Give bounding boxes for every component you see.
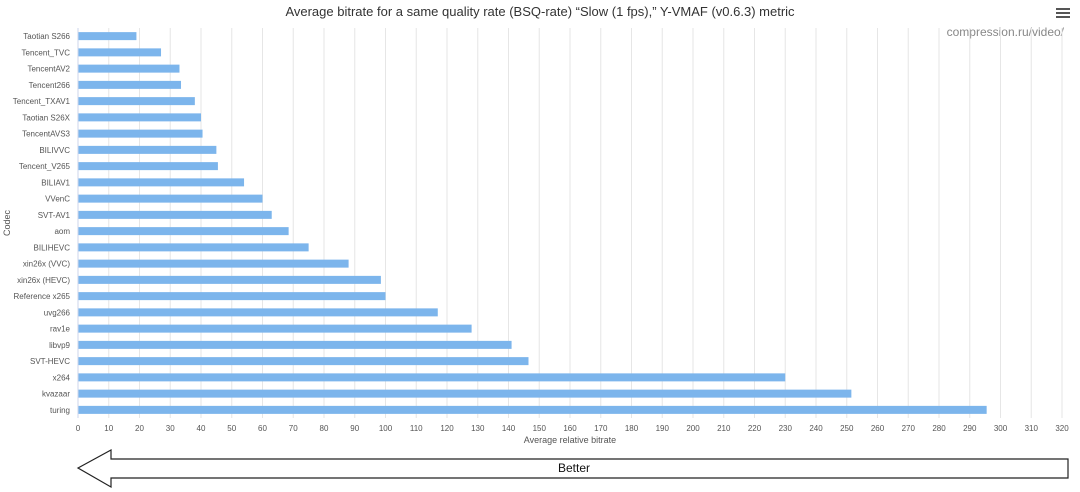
x-tick-label: 40 [197,424,206,433]
x-tick-label: 190 [656,424,670,433]
bar-chart: 0 10 20 30 40 50 60 70 80 90 100 110 120 130 140 150 160… [2,28,1069,445]
y-tick-label: uvg266 [44,308,71,317]
y-tick-label: libvp9 [49,341,70,350]
x-tick-label: 170 [594,424,608,433]
bar [78,32,137,41]
x-tick-label: 280 [932,424,946,433]
y-tick-label: BILIVVC [39,146,70,155]
x-tick-label: 210 [717,424,731,433]
bar [78,357,529,366]
y-tick-label: rav1e [50,325,71,334]
x-tick-label: 220 [748,424,762,433]
bar [78,97,195,106]
bar [78,340,512,349]
x-tick-label: 120 [440,424,454,433]
x-tick-label: 250 [840,424,854,433]
x-tick-label: 80 [320,424,329,433]
bar [78,64,180,73]
y-tick-label: Tencent266 [29,81,71,90]
y-tick-label: kvazaar [42,390,70,399]
bar [78,308,438,317]
x-tick-label: 310 [1025,424,1039,433]
x-tick-label: 160 [563,424,577,433]
x-tick-label: 150 [533,424,547,433]
x-tick-label: 180 [625,424,639,433]
x-tick-label: 30 [166,424,175,433]
watermark-text: compression.ru/video/ [946,25,1064,39]
x-tick-label: 240 [809,424,823,433]
y-tick-label: aom [54,227,70,236]
bar [78,373,786,382]
x-tick-label: 50 [227,424,236,433]
y-tick-label: BILIHEVC [34,243,71,252]
y-tick-label: x264 [53,373,71,382]
x-tick-label: 70 [289,424,298,433]
x-tick-label: 20 [135,424,144,433]
bar [78,227,289,236]
y-axis-title: Codec [2,209,12,236]
bar [78,210,272,219]
x-axis-title: Average relative bitrate [524,435,616,445]
y-tick-label: xin26x (VVC) [23,260,70,269]
x-tick-label: 130 [471,424,485,433]
left-arrow-icon [76,448,1069,489]
y-tick-label: TencentAVS3 [22,130,70,139]
y-tick-label: Taotian S266 [23,32,70,41]
y-tick-label: Taotian S26X [22,113,70,122]
bar [78,129,203,138]
bar [78,48,162,57]
x-tick-label: 230 [779,424,793,433]
hamburger-menu-icon[interactable] [1056,6,1070,20]
bar [78,178,245,187]
y-tick-label: Reference x265 [14,292,71,301]
bar [78,275,381,284]
bar [78,162,218,171]
bar [78,145,217,154]
x-tick-label: 0 [76,424,81,433]
x-tick-label: 100 [379,424,393,433]
x-tick-label: 10 [104,424,113,433]
x-tick-label: 290 [963,424,977,433]
y-tick-label: SVT-HEVC [30,357,70,366]
y-tick-label: turing [50,406,70,415]
y-tick-label: Tencent_TXAV1 [13,97,71,106]
bar [78,194,263,203]
y-tick-label: BILIAV1 [41,178,70,187]
x-tick-label: 110 [410,424,423,433]
bar [78,113,201,122]
bar [78,259,349,268]
x-tick-label: 90 [350,424,359,433]
x-tick-label: 200 [686,424,700,433]
x-tick-label: 320 [1055,424,1069,433]
y-tick-label: xin26x (HEVC) [17,276,70,285]
y-tick-label: VVenC [45,195,70,204]
x-tick-label: 60 [258,424,267,433]
y-tick-label: Tencent_TVC [22,48,71,57]
bar [78,324,472,333]
bar [78,80,182,89]
x-tick-label: 300 [994,424,1008,433]
x-tick-label: 270 [902,424,916,433]
x-tick-label: 140 [502,424,516,433]
bar [78,292,386,301]
y-tick-label: TencentAV2 [27,65,70,74]
y-tick-label: SVT-AV1 [38,211,71,220]
bar [78,389,852,398]
x-tick-label: 260 [871,424,885,433]
bar [78,243,309,252]
y-tick-label: Tencent_V265 [19,162,71,171]
bar [78,405,987,414]
chart-title: Average bitrate for a same quality rate … [285,4,795,19]
better-label: Better [558,461,590,475]
